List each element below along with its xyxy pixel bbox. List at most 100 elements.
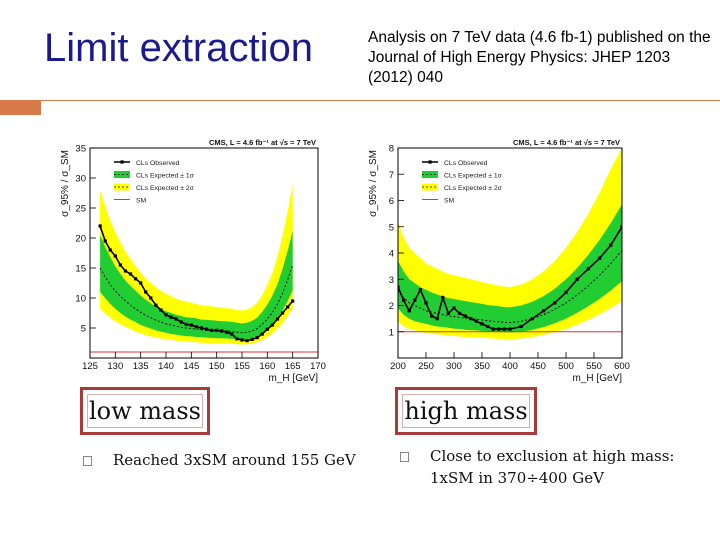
legend-label: CLs Observed [136,160,180,167]
observed-point [418,288,422,292]
x-tick-label: 170 [310,361,326,372]
divider-tick [40,100,41,115]
observed-point [103,239,107,243]
observed-point [260,332,264,336]
x-tick-label: 600 [614,361,630,372]
observed-point [430,314,434,318]
observed-point [210,328,214,332]
chart-title: CMS, L = 4.6 fb⁻¹ at √s = 7 TeV [209,138,316,147]
y-tick-label: 8 [389,144,394,155]
x-tick-label: 125 [82,361,98,372]
observed-point [463,314,467,318]
observed-point [134,277,138,281]
y-tick-label: 4 [389,249,394,260]
accent-bar [0,100,40,115]
bullet-box-icon [83,456,92,466]
y-tick-label: 30 [75,174,86,185]
y-tick-label: 1 [389,327,394,338]
observed-point [220,329,224,333]
x-tick-label: 250 [418,361,434,372]
legend-label: SM [136,197,147,204]
observed-point [245,339,249,343]
y-tick-label: 5 [389,222,394,233]
y-tick-label: 5 [81,324,86,335]
x-tick-label: 450 [530,361,546,372]
observed-point [441,296,445,300]
observed-point [407,309,411,313]
observed-point [189,323,193,327]
observed-point [280,311,285,315]
legend-label: CLs Expected ± 2σ [444,185,503,192]
observed-point [123,269,128,273]
observed-point [564,290,568,294]
right-bullet-line2: 1xSM in 370÷400 GeV [430,469,604,487]
slide-title: Limit extraction [44,26,313,70]
observed-point [458,311,462,315]
observed-point [452,306,456,310]
observed-point [225,330,229,334]
y-tick-label: 10 [75,294,86,305]
x-axis-label: m_H [GeV] [573,373,623,384]
x-tick-label: 400 [502,361,518,372]
x-tick-label: 200 [390,361,406,372]
y-tick-label: 3 [389,275,394,286]
observed-point [128,272,133,276]
legend-label: SM [444,197,455,204]
observed-point [230,332,234,336]
plot-area [398,148,622,340]
y-tick-label: 15 [75,264,86,275]
y-tick-label: 35 [75,144,86,155]
band-1sigma [100,230,293,340]
observed-point [446,311,450,315]
x-tick-label: 130 [107,361,123,372]
plot-area [90,184,318,353]
x-tick-label: 160 [259,361,275,372]
observed-point [194,325,198,329]
x-tick-label: 350 [474,361,490,372]
bullet-box-icon [400,452,409,462]
observed-point [469,317,473,321]
chart-title: CMS, L = 4.6 fb⁻¹ at √s = 7 TeV [513,138,620,147]
observed-point [491,327,495,331]
observed-point [598,256,602,260]
observed-point [291,299,295,303]
observed-point [139,281,143,285]
observed-point [184,322,188,326]
y-axis-label: σ_95% / σ_SM [60,150,71,217]
observed-point [204,327,209,331]
y-tick-label: 20 [75,234,86,245]
high-mass-label: high mass [404,397,528,425]
x-tick-label: 165 [285,361,301,372]
x-tick-label: 300 [446,361,462,372]
y-tick-label: 25 [75,204,86,215]
observed-point [159,308,163,312]
observed-point [199,326,204,330]
low-mass-box: low mass [80,387,210,435]
band-1sigma [398,204,622,333]
x-axis-label: m_H [GeV] [269,373,319,384]
y-axis-label: σ_95% / σ_SM [368,150,379,217]
observed-point [497,327,501,331]
observed-point [609,243,613,247]
legend-label: CLs Expected ± 1σ [444,172,503,179]
legend-label: CLs Observed [444,160,488,167]
expected-line [99,264,294,334]
observed-point [179,320,183,324]
observed-point [240,338,244,342]
observed-point [215,328,219,332]
observed-point [98,224,102,228]
observed-point [149,296,153,300]
observed-point [424,301,428,305]
observed-point [144,290,148,294]
legend-label: CLs Expected ± 2σ [136,185,195,192]
y-tick-label: 2 [389,301,394,312]
low-mass-label: low mass [89,397,201,425]
observed-point [164,313,168,317]
observed-point [275,317,280,321]
chart-low-mass: 125 130 135 140 145 150 155 160 165 170 5 10 15 20 25 3… [60,138,326,384]
observed-point [542,309,546,313]
observed-point [575,277,579,281]
y-tick-label: 7 [389,170,394,181]
observed-point [474,319,478,323]
observed-point [586,267,590,271]
